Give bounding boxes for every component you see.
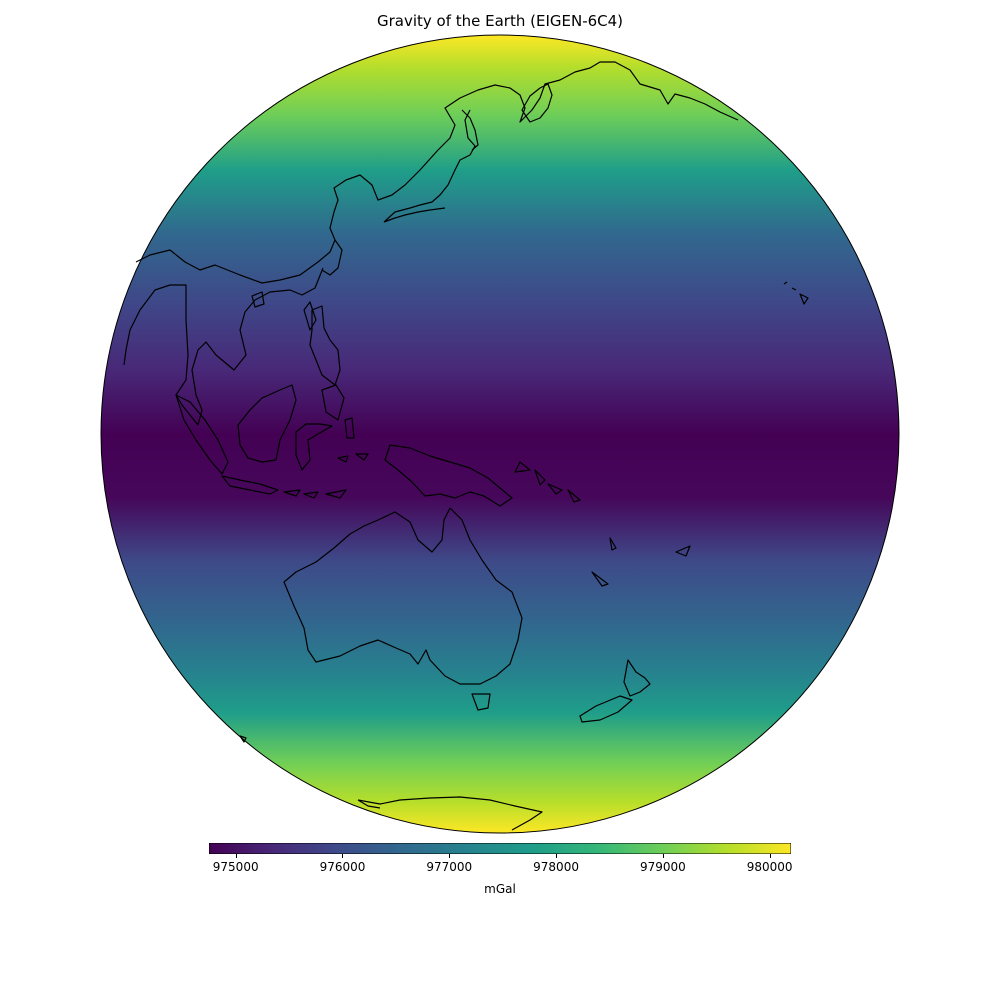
colorbar-tick-label: 977000	[426, 860, 473, 874]
new-zealand-coastline	[579, 659, 651, 723]
colorbar-tick	[342, 854, 344, 858]
philippines-coastline	[309, 305, 345, 421]
colorbar-tick	[556, 854, 558, 858]
borneo-coastline	[237, 384, 297, 463]
sumatra-coastline	[175, 394, 229, 475]
sulawesi-coastline	[295, 423, 333, 471]
australia-coastline	[283, 507, 523, 685]
globe-disk	[100, 34, 900, 834]
colorbar-tick-label: 976000	[319, 860, 366, 874]
colorbar-tick-label: 975000	[212, 860, 259, 874]
sakhalin-coastline	[461, 109, 479, 151]
tasmania-coastline	[471, 693, 491, 711]
japan-coastline	[383, 109, 476, 223]
asia-coastline	[123, 61, 739, 426]
hawaii-coastline	[783, 281, 809, 305]
colorbar-tick	[662, 854, 664, 858]
antarctic-islet	[239, 735, 247, 743]
new-guinea-coastline	[384, 444, 513, 507]
colorbar-tick-label: 980000	[746, 860, 793, 874]
korea-coastline	[321, 239, 343, 276]
hainan-coastline	[251, 291, 265, 308]
taiwan-coastline	[303, 301, 317, 331]
small-islands-coastline	[283, 417, 691, 587]
colorbar-tick	[769, 854, 771, 858]
colorbar-tick	[449, 854, 451, 858]
colorbar-tick-label: 979000	[639, 860, 686, 874]
map-title: Gravity of the Earth (EIGEN-6C4)	[376, 12, 624, 30]
coastlines	[123, 61, 809, 831]
kamchatka-coastline	[521, 83, 553, 123]
colorbar-tick	[235, 854, 237, 858]
antarctica-coastline	[357, 796, 543, 831]
colorbar-gradient	[209, 843, 791, 854]
colorbar-tick-label: 978000	[533, 860, 579, 874]
colorbar-unit-label: mGal	[484, 882, 516, 896]
java-coastline	[221, 475, 279, 495]
